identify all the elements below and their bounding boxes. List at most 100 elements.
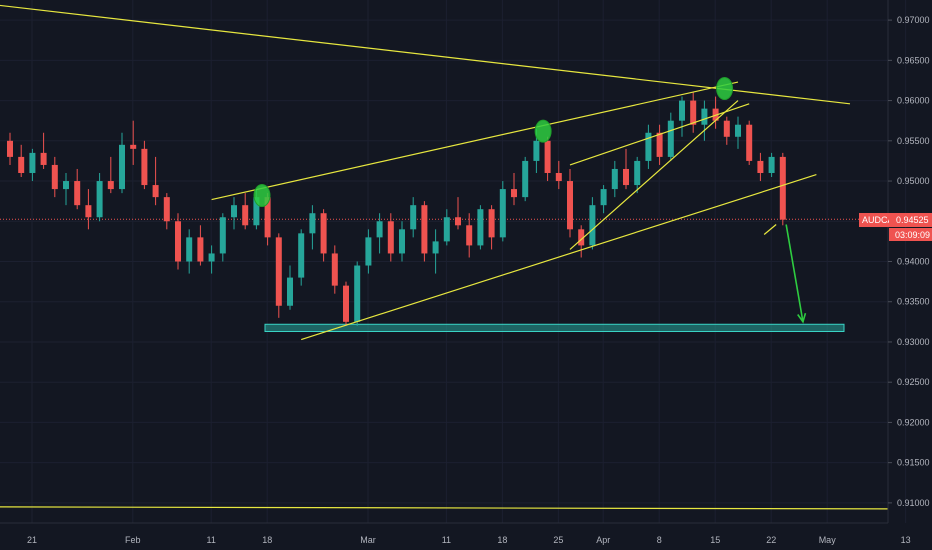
price-tick-label: 0.95500 bbox=[897, 136, 930, 146]
last-price-value: 0.94525 bbox=[896, 215, 929, 225]
price-tick-label: 0.92000 bbox=[897, 417, 930, 427]
candle-body-up bbox=[634, 160, 641, 186]
candle-body-down bbox=[455, 217, 461, 226]
candle-body-down bbox=[421, 205, 428, 254]
symbol-tag-background bbox=[859, 213, 889, 227]
price-tick-label: 0.94000 bbox=[897, 257, 930, 267]
projection-arrow-shaft bbox=[785, 224, 804, 322]
candle-body-up bbox=[298, 233, 305, 278]
price-tick-label: 0.93000 bbox=[897, 337, 930, 347]
time-tick-label: 11 bbox=[207, 535, 216, 545]
candle-body-down bbox=[544, 140, 551, 173]
candle-body-up bbox=[701, 108, 708, 125]
time-tick-label: 18 bbox=[497, 535, 507, 545]
candle-body-up bbox=[365, 237, 372, 266]
candles bbox=[7, 92, 786, 326]
candle-body-up bbox=[522, 160, 529, 198]
candle-body-down bbox=[85, 205, 92, 218]
candle-body-up bbox=[287, 277, 293, 306]
time-tick-label: 21 bbox=[27, 535, 37, 545]
swing-high-markers bbox=[253, 77, 734, 208]
price-tick-label: 0.91500 bbox=[897, 458, 930, 468]
candle-body-down bbox=[690, 100, 697, 125]
candle-body-up bbox=[309, 213, 316, 234]
candle-body-down bbox=[141, 148, 148, 186]
candle-body-down bbox=[51, 164, 58, 190]
price-tick-label: 0.96000 bbox=[897, 96, 930, 106]
candle-body-down bbox=[163, 197, 170, 222]
candle-body-down bbox=[242, 205, 249, 226]
trendline bbox=[301, 174, 817, 341]
trendline bbox=[0, 4, 851, 105]
candle-body-up bbox=[768, 156, 775, 173]
candle-body-up bbox=[399, 229, 405, 254]
time-tick-label: May bbox=[819, 535, 837, 545]
bar-countdown: 03:09:09 bbox=[895, 230, 930, 240]
candle-body-up bbox=[645, 132, 652, 161]
candle-body-up bbox=[208, 253, 215, 262]
candle-body-up bbox=[679, 100, 685, 121]
candle-body-up bbox=[253, 197, 260, 226]
candle-body-down bbox=[567, 181, 573, 230]
price-tick-label: 0.96500 bbox=[897, 55, 930, 65]
candle-body-down bbox=[130, 144, 137, 149]
candle-body-up bbox=[354, 265, 361, 322]
candle-body-up bbox=[29, 152, 36, 173]
time-tick-label: 8 bbox=[657, 535, 662, 545]
trendline bbox=[569, 100, 739, 250]
time-tick-label: 13 bbox=[901, 535, 911, 545]
price-tick-label: 0.91000 bbox=[897, 498, 930, 508]
time-tick-label: 25 bbox=[553, 535, 563, 545]
candle-body-up bbox=[477, 209, 484, 246]
candle-body-down bbox=[723, 120, 730, 137]
candle-body-down bbox=[40, 152, 47, 165]
candle-body-down bbox=[488, 209, 495, 238]
last-price-background bbox=[889, 213, 932, 227]
time-tick-label: Mar bbox=[360, 535, 376, 545]
trendlines bbox=[0, 4, 851, 341]
candle-body-up bbox=[432, 241, 439, 254]
candle-body-up bbox=[611, 168, 618, 190]
time-tick-label: Apr bbox=[596, 535, 610, 545]
candle-body-down bbox=[175, 221, 181, 262]
short-trendline bbox=[763, 224, 777, 235]
candle-body-down bbox=[656, 132, 663, 157]
symbol-label: AUDCAD bbox=[862, 215, 901, 225]
candle-body-down bbox=[757, 160, 764, 173]
candle-body-up bbox=[600, 189, 607, 206]
candle-body-down bbox=[7, 140, 13, 157]
price-tick-label: 0.93500 bbox=[897, 297, 930, 307]
time-tick-label: 18 bbox=[262, 535, 272, 545]
candle-body-down bbox=[264, 197, 271, 238]
time-tick-label: 15 bbox=[710, 535, 720, 545]
time-tick-label: 11 bbox=[442, 535, 451, 545]
price-tick-label: 0.97000 bbox=[897, 15, 930, 25]
candle-body-up bbox=[589, 205, 596, 246]
countdown-background bbox=[889, 228, 932, 241]
last-price-tag: AUDCAD 0.94525 03:09:09 bbox=[859, 213, 932, 241]
candle-body-down bbox=[578, 229, 585, 246]
candle-body-down bbox=[331, 253, 338, 286]
swing-high-marker bbox=[716, 77, 734, 101]
candle-body-down bbox=[275, 237, 282, 306]
candle-body-up bbox=[735, 124, 741, 137]
projection-arrow bbox=[763, 224, 807, 324]
long-term-support-line bbox=[0, 506, 889, 510]
candle-body-up bbox=[376, 221, 383, 238]
projection-arrow-head bbox=[797, 312, 807, 324]
trendline bbox=[569, 103, 750, 166]
time-axis[interactable]: 21 Feb 11 18 Mar 11 18 25 Apr 8 15 22 May 13 bbox=[27, 535, 911, 545]
price-tick-label: 0.95000 bbox=[897, 176, 930, 186]
candle-body-down bbox=[152, 185, 159, 198]
support-zone bbox=[264, 323, 845, 333]
candle-body-down bbox=[18, 156, 25, 173]
candle-body-down bbox=[466, 225, 473, 246]
swing-high-marker bbox=[253, 184, 271, 208]
candle-body-down bbox=[779, 156, 786, 220]
candle-body-down bbox=[74, 181, 81, 206]
candle-body-down bbox=[623, 168, 629, 186]
candle-body-up bbox=[186, 237, 193, 262]
candle-body-up bbox=[443, 217, 450, 242]
